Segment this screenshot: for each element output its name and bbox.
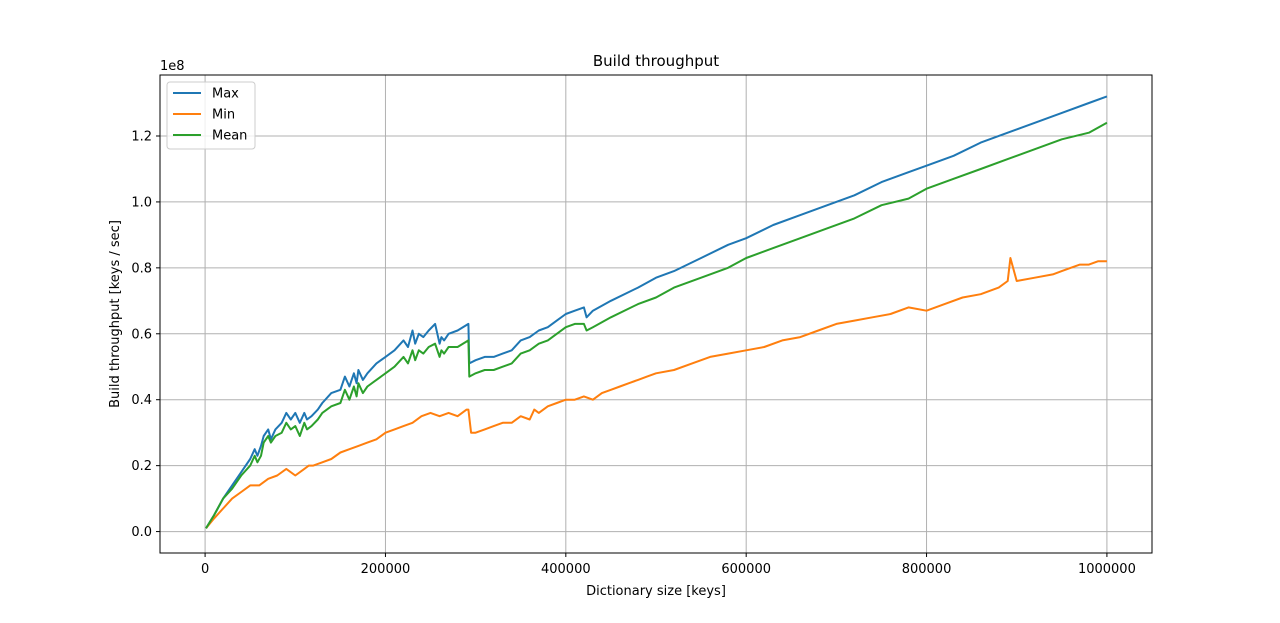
- y-tick-label: 0.8: [131, 261, 152, 276]
- x-tick-label: 200000: [361, 562, 411, 577]
- x-tick-label: 0: [201, 562, 209, 577]
- legend-label-mean: Mean: [212, 129, 247, 144]
- chart-title: Build throughput: [593, 52, 719, 70]
- y-tick-label: 1.2: [131, 129, 152, 144]
- y-tick-label: 0.2: [131, 459, 152, 474]
- series-line-max: [205, 95, 1108, 529]
- series-line-min: [205, 257, 1107, 529]
- series-line-mean: [205, 121, 1108, 529]
- legend-box: [166, 81, 256, 150]
- legend: Max Min Mean: [166, 81, 256, 150]
- y-tick-label: 0.4: [131, 393, 152, 408]
- legend-label-max: Max: [212, 87, 239, 102]
- y-axis: 0.0 0.2 0.4 0.6 0.8 1.0 1.2: [131, 129, 160, 540]
- y-scale-label: 1e8: [160, 59, 185, 74]
- x-axis: 0 200000 400000 600000 800000 1000000: [201, 553, 1136, 577]
- plot-frame: [159, 74, 1153, 554]
- y-tick-label: 0.0: [131, 525, 152, 540]
- y-axis-label: Build throughput [keys / sec]: [108, 220, 123, 408]
- y-tick-label: 0.6: [131, 327, 152, 342]
- legend-label-min: Min: [212, 108, 235, 123]
- y-tick-label: 1.0: [131, 195, 152, 210]
- x-tick-label: 1000000: [1078, 562, 1136, 577]
- x-axis-label: Dictionary size [keys]: [586, 584, 726, 599]
- x-tick-label: 400000: [541, 562, 591, 577]
- series-layer: [205, 95, 1108, 529]
- x-tick-label: 800000: [902, 562, 952, 577]
- x-tick-label: 600000: [721, 562, 771, 577]
